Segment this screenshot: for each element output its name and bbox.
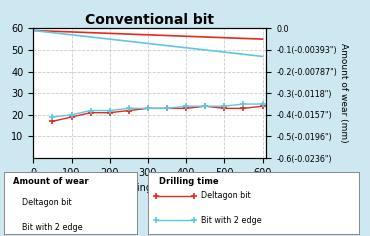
Text: Bit with 2 edge: Bit with 2 edge: [201, 216, 261, 225]
X-axis label: Drilling count: Drilling count: [117, 183, 183, 193]
Title: Conventional bit: Conventional bit: [85, 13, 214, 27]
Text: Deltagon bit: Deltagon bit: [201, 191, 250, 200]
Y-axis label: Amount of wear (mm): Amount of wear (mm): [339, 43, 348, 143]
Text: Amount of wear: Amount of wear: [13, 177, 89, 186]
Text: Deltagon bit: Deltagon bit: [22, 198, 72, 207]
Text: Drilling time: Drilling time: [158, 177, 218, 186]
Text: Bit with 2 edge: Bit with 2 edge: [22, 223, 83, 232]
